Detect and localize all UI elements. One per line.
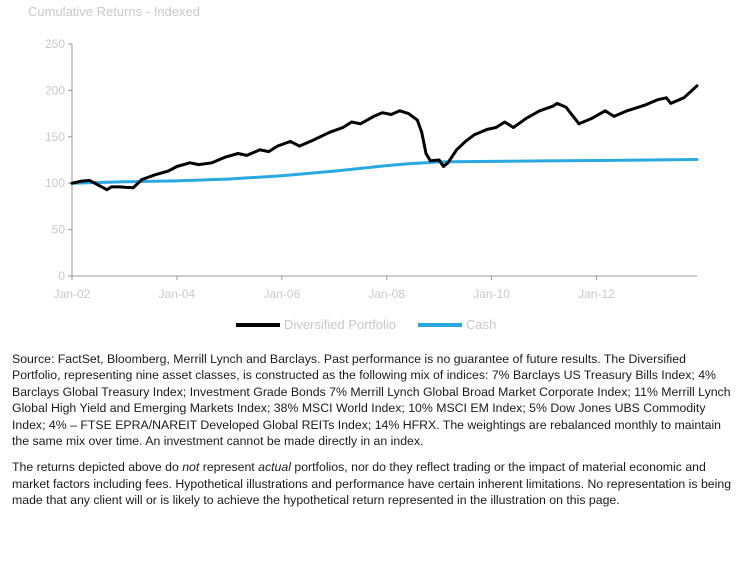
y-tick-label: 0	[58, 269, 65, 283]
x-tick-label: Jan-06	[263, 287, 300, 301]
y-tick-label: 200	[45, 83, 65, 97]
line-chart: 0 50 100 150 200 250 Jan-02 Jan-04 Jan-06 Jan-08 J…	[45, 37, 699, 301]
legend-item-cash: Cash	[418, 317, 496, 332]
chart-title: Cumulative Returns - Indexed	[28, 4, 200, 19]
chart-series	[70, 84, 699, 192]
disclaimer-text-1: The returns depicted above do	[12, 460, 183, 475]
x-tick-label: Jan-12	[578, 287, 615, 301]
legend-item-diversified-portfolio: Diversified Portfolio	[236, 317, 396, 332]
disclaimer-text-2: represent	[199, 460, 259, 475]
disclaimer-emphasis-actual: actual	[258, 460, 291, 475]
legend-swatch-diversified-portfolio	[236, 322, 280, 327]
chart-ticks: 0 50 100 150 200 250 Jan-02 Jan-04 Jan-06 Jan-08 J…	[45, 37, 615, 301]
x-tick-label: Jan-08	[368, 287, 405, 301]
y-tick-label: 50	[52, 223, 66, 237]
x-tick-label: Jan-04	[159, 287, 196, 301]
chart-notes: Source: FactSet, Bloomberg, Merrill Lync…	[12, 351, 732, 519]
legend-label-diversified-portfolio: Diversified Portfolio	[284, 317, 396, 332]
chart-legend: Diversified Portfolio Cash	[236, 317, 518, 332]
x-tick-label: Jan-10	[473, 287, 510, 301]
series-line-cash	[70, 158, 699, 185]
x-tick-label: Jan-02	[54, 287, 91, 301]
chart-axes	[71, 44, 697, 277]
series-line-diversified-portfolio	[70, 84, 699, 192]
y-tick-label: 100	[45, 176, 65, 190]
legend-label-cash: Cash	[466, 317, 497, 332]
y-tick-label: 250	[45, 37, 65, 51]
source-note: Source: FactSet, Bloomberg, Merrill Lync…	[12, 352, 731, 449]
y-tick-label: 150	[45, 130, 65, 144]
disclaimer-emphasis-not: not	[182, 460, 200, 475]
disclaimer-text-3: portfolios, nor do they reflect trading …	[12, 460, 732, 508]
disclaimer-note: The returns depicted above do not repres…	[12, 459, 732, 508]
legend-swatch-cash	[418, 322, 462, 327]
